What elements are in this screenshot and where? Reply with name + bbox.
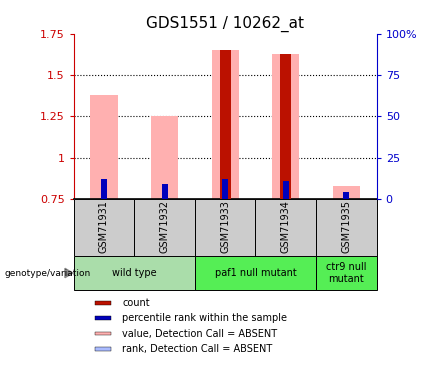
Text: GSM71935: GSM71935 <box>341 200 352 253</box>
Bar <box>90 95 118 199</box>
Text: GSM71933: GSM71933 <box>220 200 230 253</box>
Bar <box>283 181 289 199</box>
Text: wild type: wild type <box>112 268 157 278</box>
Bar <box>101 179 107 199</box>
Bar <box>333 186 360 199</box>
Bar <box>316 256 377 290</box>
Bar <box>222 179 228 199</box>
Text: GSM71934: GSM71934 <box>281 200 291 253</box>
Text: genotype/variation: genotype/variation <box>4 268 90 278</box>
Bar <box>343 192 349 199</box>
Bar <box>255 199 316 256</box>
Bar <box>283 181 289 199</box>
Bar <box>74 199 134 256</box>
Bar <box>162 184 168 199</box>
Text: GSM71931: GSM71931 <box>99 200 109 253</box>
Text: count: count <box>122 298 150 308</box>
Bar <box>195 199 255 256</box>
Bar <box>220 50 231 199</box>
Bar <box>101 179 107 199</box>
Bar <box>134 199 195 256</box>
Bar <box>95 332 112 336</box>
Text: value, Detection Call = ABSENT: value, Detection Call = ABSENT <box>122 328 277 339</box>
Text: ctr9 null
mutant: ctr9 null mutant <box>326 262 367 284</box>
Text: rank, Detection Call = ABSENT: rank, Detection Call = ABSENT <box>122 344 272 354</box>
Bar <box>95 316 112 320</box>
Bar <box>211 50 239 199</box>
Title: GDS1551 / 10262_at: GDS1551 / 10262_at <box>146 16 304 32</box>
Bar <box>195 256 316 290</box>
Bar <box>272 54 299 199</box>
Bar <box>95 347 112 351</box>
Text: paf1 null mutant: paf1 null mutant <box>215 268 296 278</box>
Text: percentile rank within the sample: percentile rank within the sample <box>122 313 287 323</box>
Bar <box>151 116 178 199</box>
Bar <box>316 199 377 256</box>
Bar <box>162 184 168 199</box>
Bar <box>95 301 112 305</box>
Bar <box>343 192 349 199</box>
Bar <box>222 179 228 199</box>
Bar <box>280 54 291 199</box>
Bar <box>74 256 195 290</box>
Text: GSM71932: GSM71932 <box>159 200 170 253</box>
